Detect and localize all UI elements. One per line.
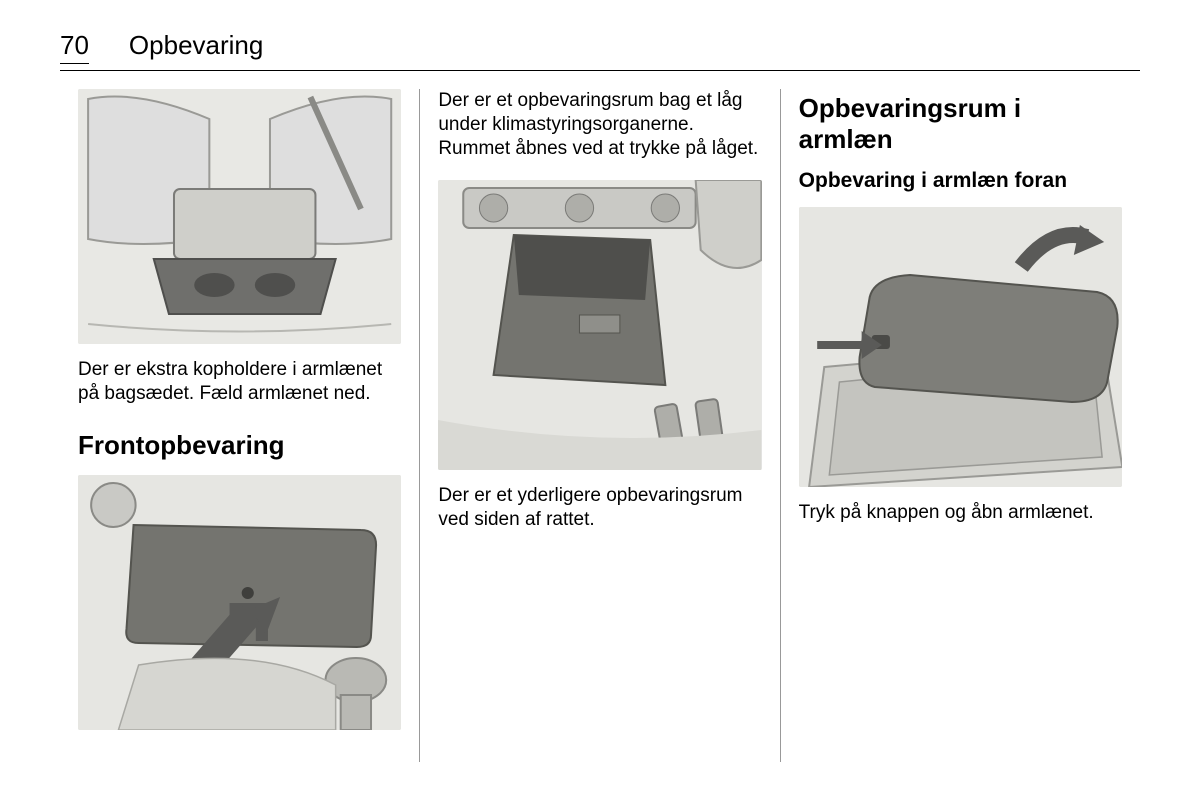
subheading-front-armrest-storage: Opbevaring i armlæn foran bbox=[799, 169, 1122, 193]
illustration-front-armrest-open bbox=[799, 207, 1122, 487]
illustration-front-storage-panel bbox=[78, 475, 401, 730]
page-header: 70 Opbevaring bbox=[60, 30, 1140, 71]
text-storage-under-climate: Der er et opbevaringsrum bag et låg unde… bbox=[438, 89, 761, 160]
heading-front-storage: Frontopbevaring bbox=[78, 430, 401, 461]
heading-armrest-storage: Opbevaringsrum i armlæn bbox=[799, 93, 1122, 155]
caption-rear-cupholders: Der er ekstra kopholdere i armlænet på b… bbox=[78, 358, 401, 406]
manual-page: 70 Opbevaring bbox=[0, 0, 1200, 802]
page-number: 70 bbox=[60, 30, 89, 64]
illustration-rear-armrest-cupholders bbox=[78, 89, 401, 344]
text-additional-storage-near-wheel: Der er et yderligere opbevaringsrum ved … bbox=[438, 484, 761, 532]
column-2: Der er et opbevaringsrum bag et låg unde… bbox=[419, 89, 779, 762]
illustration-storage-under-climate bbox=[438, 180, 761, 470]
chapter-title: Opbevaring bbox=[129, 30, 263, 61]
content-columns: Der er ekstra kopholdere i armlænet på b… bbox=[60, 89, 1140, 762]
text-press-button-open-armrest: Tryk på knappen og åbn armlænet. bbox=[799, 501, 1122, 525]
column-1: Der er ekstra kopholdere i armlænet på b… bbox=[60, 89, 419, 762]
column-3: Opbevaringsrum i armlæn Opbevaring i arm… bbox=[780, 89, 1140, 762]
